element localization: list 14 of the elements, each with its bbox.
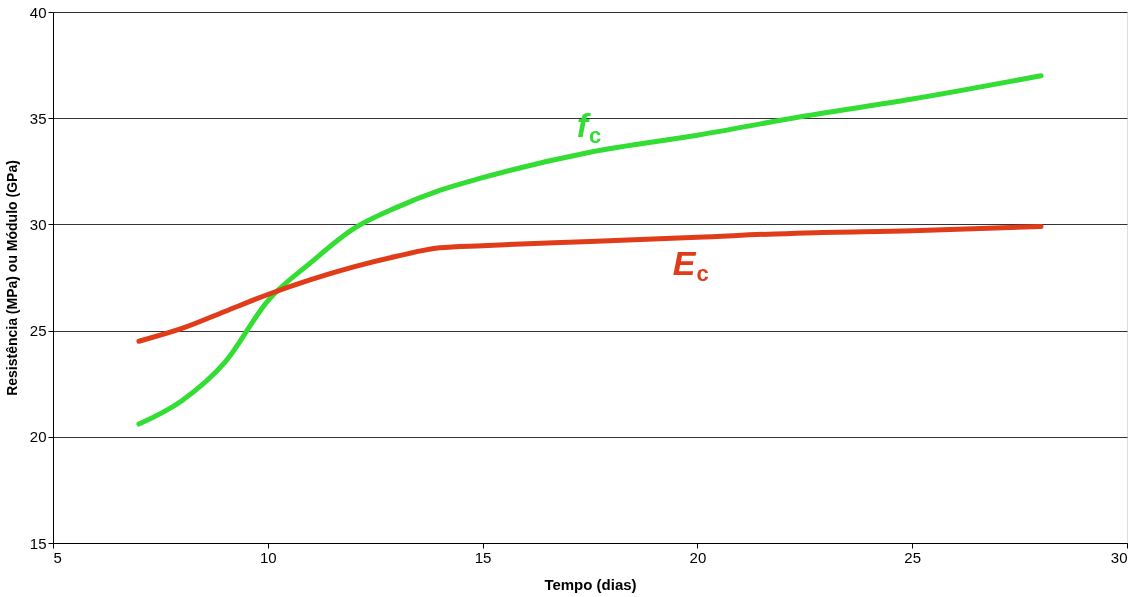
y-tick-label: 35	[29, 109, 47, 127]
y-tick-label: 25	[29, 322, 47, 340]
y-tick-label: 15	[29, 534, 47, 552]
y-tick-label: 30	[29, 215, 47, 233]
y-tick-label: 20	[29, 428, 47, 446]
x-tick-label: 10	[259, 548, 277, 566]
x-tick-label: 5	[53, 548, 62, 566]
x-tick-label: 30	[1110, 548, 1128, 566]
x-tick-label: 25	[904, 548, 922, 566]
x-tick-label: 15	[474, 548, 492, 566]
y-tick-label: 40	[29, 3, 47, 21]
x-axis-title: Tempo (dias)	[544, 575, 637, 593]
y-axis-title: Resistência (MPa) ou Módulo (GPa)	[3, 160, 20, 396]
x-tick-label: 20	[689, 548, 707, 566]
